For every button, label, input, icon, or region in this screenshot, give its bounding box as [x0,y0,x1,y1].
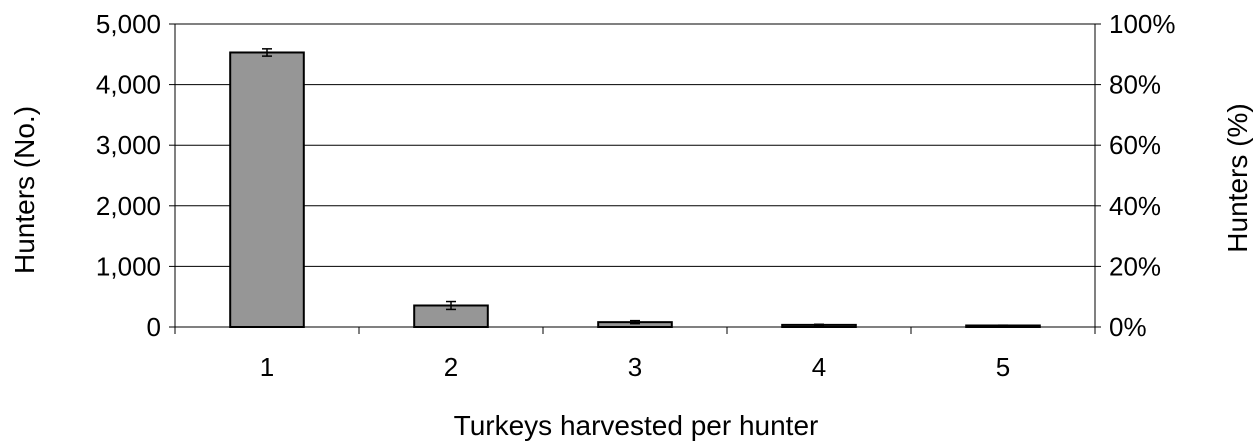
y-tick-label: 0 [147,312,161,342]
x-tick-label: 1 [260,352,274,382]
y-tick-label: 1,000 [96,251,161,281]
x-tick-label: 4 [812,352,826,382]
y2-tick-labels: 0% 20% 40% 60% 80% 100% [1109,9,1176,342]
x-axis-title: Turkeys harvested per hunter [454,410,819,441]
y2-axis-title: Hunters (%) [1222,103,1253,252]
y-tick-label: 5,000 [96,9,161,39]
y2-tick-label: 60% [1109,130,1161,160]
y2-tick-label: 40% [1109,191,1161,221]
y-tick-label: 3,000 [96,130,161,160]
x-tick-label: 3 [628,352,642,382]
x-tick-label: 5 [996,352,1010,382]
bar [229,51,305,329]
y-tick-labels: 0 1,000 2,000 3,000 4,000 5,000 [96,9,161,342]
x-tick-labels: 1 2 3 4 5 [260,352,1010,382]
y-tick-label: 4,000 [96,70,161,100]
bars [229,51,1041,329]
y-tick-label: 2,000 [96,191,161,221]
y2-tick-label: 0% [1109,312,1147,342]
error-bars [262,48,1008,327]
y2-tick-label: 100% [1109,9,1176,39]
x-tick-label: 2 [444,352,458,382]
y2-tick-label: 20% [1109,251,1161,281]
axes [169,23,1101,334]
y-axis-title: Hunters (No.) [9,106,40,274]
y2-tick-label: 80% [1109,70,1161,100]
gridlines [175,23,1095,267]
